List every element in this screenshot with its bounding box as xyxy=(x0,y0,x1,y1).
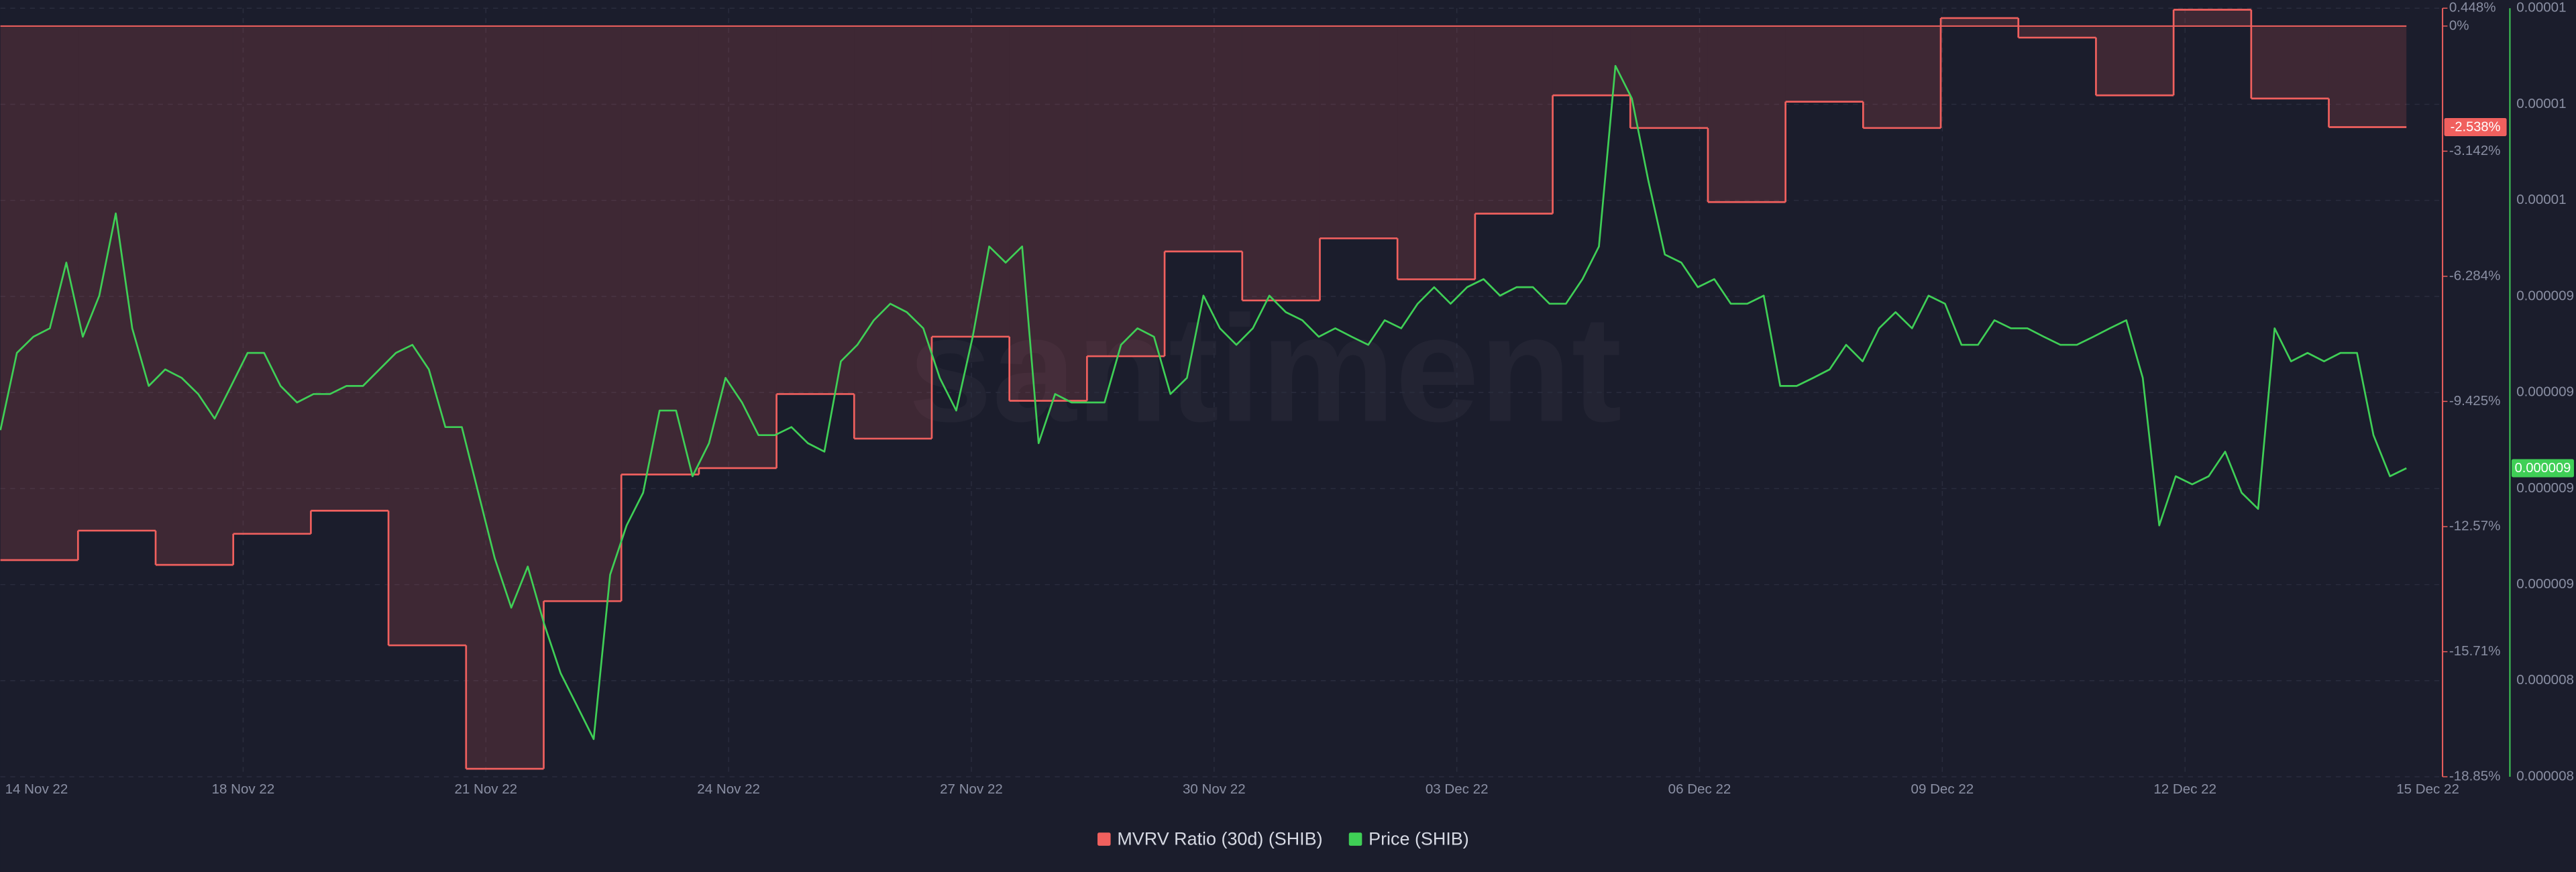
y-tick-label: 0.448% xyxy=(2449,0,2496,15)
area-segment xyxy=(1707,25,1786,203)
area-segment xyxy=(2328,25,2407,127)
y2-tick-label: 0.000008 xyxy=(2516,768,2574,783)
y-tick-label: -6.284% xyxy=(2449,268,2501,283)
area-segment xyxy=(621,25,699,475)
area-segment xyxy=(1863,25,1941,128)
legend-label: Price (SHIB) xyxy=(1368,828,1469,849)
area-segment xyxy=(2018,25,2096,38)
value-label: -2.538% xyxy=(2451,120,2501,135)
area-segment xyxy=(931,25,1010,337)
area-segment xyxy=(1165,25,1242,252)
area-segment xyxy=(1785,25,1864,102)
area-segment xyxy=(1397,25,1475,280)
y-tick-label: -3.142% xyxy=(2449,143,2501,158)
area-segment xyxy=(1087,25,1165,357)
area-segment xyxy=(776,25,855,394)
y2-tick-label: 0.000009 xyxy=(2516,480,2574,496)
x-tick-label: 18 Nov 22 xyxy=(212,781,275,797)
x-tick-label: 27 Nov 22 xyxy=(940,781,1003,797)
y2-tick-label: 0.000009 xyxy=(2516,576,2574,592)
x-tick-label: 06 Dec 22 xyxy=(1668,781,1731,797)
area-segment xyxy=(1552,25,1631,96)
x-tick-label: 15 Dec 22 xyxy=(2396,781,2459,797)
y-tick-label: -18.85% xyxy=(2449,768,2501,783)
area-segment xyxy=(233,25,311,534)
area-segment xyxy=(155,25,233,565)
value-label: 0.000009 xyxy=(2515,461,2571,476)
y-tick-label: 0% xyxy=(2449,17,2469,33)
value-badge xyxy=(2444,118,2507,136)
area-segment xyxy=(78,25,156,531)
area-segment xyxy=(1941,17,2019,26)
area-segment xyxy=(1009,25,1087,401)
x-tick-label: 21 Nov 22 xyxy=(454,781,517,797)
area-segment xyxy=(1320,25,1398,239)
value-badge xyxy=(2511,459,2574,478)
area-segment xyxy=(2251,25,2329,99)
area-segment xyxy=(543,25,622,602)
y2-tick-label: 0.000009 xyxy=(2516,288,2574,303)
area-segment xyxy=(1474,25,1553,214)
x-tick-label: 14 Nov 22 xyxy=(5,781,68,797)
x-tick-label: 30 Nov 22 xyxy=(1183,781,1246,797)
area-segment xyxy=(2096,25,2174,96)
x-tick-label: 03 Dec 22 xyxy=(1426,781,1489,797)
price-line xyxy=(0,64,2407,741)
y2-tick-label: 0.000008 xyxy=(2516,672,2574,688)
area-segment xyxy=(466,25,544,769)
y-tick-label: -12.57% xyxy=(2449,519,2501,534)
legend-swatch xyxy=(1348,832,1362,846)
y2-tick-label: 0.00001 xyxy=(2516,0,2566,15)
y2-tick-label: 0.000009 xyxy=(2516,384,2574,400)
y-tick-label: -15.71% xyxy=(2449,643,2501,659)
area-segment xyxy=(388,25,466,646)
x-tick-label: 09 Dec 22 xyxy=(1911,781,1974,797)
y-tick-label: -9.425% xyxy=(2449,393,2501,408)
area-segment xyxy=(2174,9,2251,26)
area-segment xyxy=(311,25,389,511)
y2-tick-label: 0.00001 xyxy=(2516,96,2566,111)
area-segment xyxy=(854,25,932,439)
area-segment xyxy=(1242,25,1320,301)
x-tick-label: 24 Nov 22 xyxy=(697,781,760,797)
x-tick-label: 12 Dec 22 xyxy=(2153,781,2216,797)
area-segment xyxy=(1630,25,1708,128)
y2-tick-label: 0.00001 xyxy=(2516,192,2566,207)
legend-swatch xyxy=(1097,832,1111,846)
legend-label: MVRV Ratio (30d) (SHIB) xyxy=(1117,828,1322,849)
area-segment xyxy=(0,25,78,561)
area-segment xyxy=(698,25,777,468)
